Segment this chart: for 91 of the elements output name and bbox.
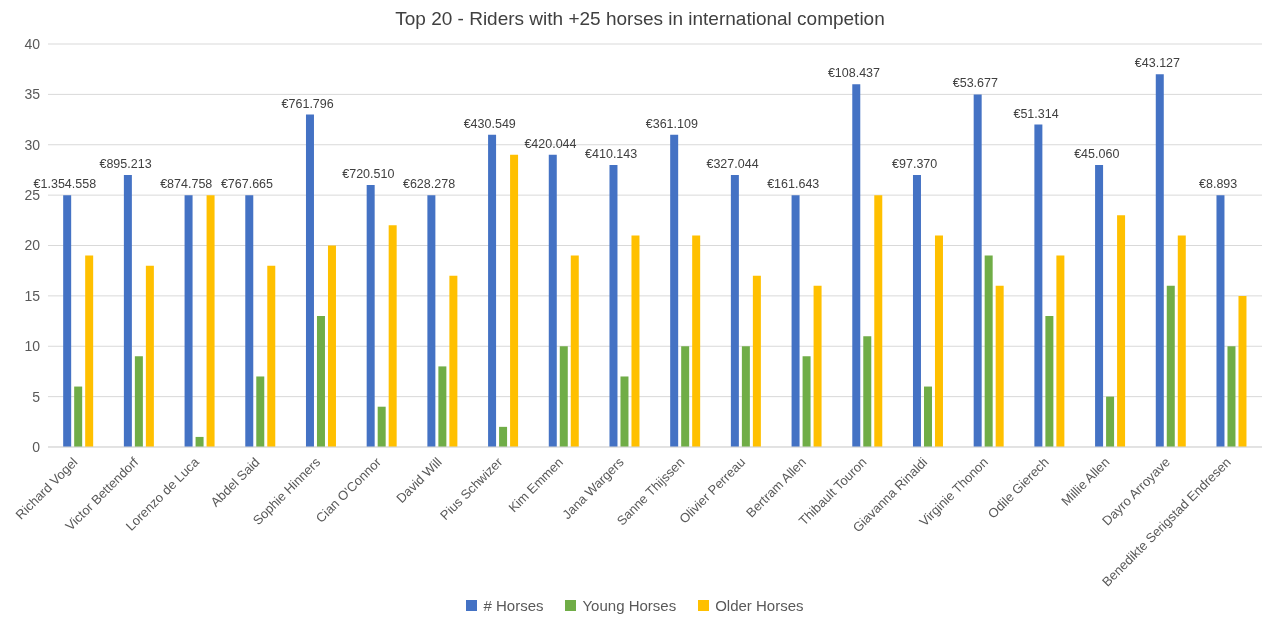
bar (570, 255, 579, 447)
bar (923, 386, 932, 447)
legend-label: # Horses (482, 597, 544, 614)
bar (984, 255, 993, 447)
bar (267, 265, 276, 447)
bar (74, 386, 83, 447)
y-tick-label: 25 (24, 187, 41, 204)
y-tick-label: 35 (24, 86, 41, 103)
annotation: €874.758 (160, 177, 213, 192)
bar (681, 346, 690, 447)
annotation: €108.437 (827, 66, 881, 81)
bar (123, 174, 132, 447)
bar (609, 164, 618, 447)
bar (973, 94, 982, 447)
annotation: €51.314 (1013, 106, 1059, 121)
bar (145, 265, 154, 447)
annotation: €720.510 (342, 167, 395, 182)
bar (912, 174, 921, 447)
annotation: €410.143 (585, 146, 638, 161)
bar (620, 376, 629, 447)
bar (692, 235, 701, 447)
annotation: €761.796 (281, 96, 334, 111)
bar (1095, 164, 1104, 447)
annotation: €8.893 (1199, 177, 1238, 192)
bar (1166, 285, 1175, 447)
annotation: €327.044 (706, 156, 759, 171)
bar (316, 316, 325, 447)
bar (1106, 396, 1115, 447)
annotation: €43.127 (1134, 56, 1181, 71)
bar (852, 84, 861, 447)
y-tick-label: 20 (24, 237, 41, 254)
bar (377, 406, 386, 447)
bar (245, 195, 254, 447)
bar (548, 154, 557, 447)
legend-label: Older Horses (714, 597, 804, 614)
annotation: €161.643 (767, 177, 820, 192)
bar (63, 195, 72, 447)
bar (1117, 215, 1126, 447)
chart-title: Top 20 - Riders with +25 horses in international competion (394, 8, 886, 30)
bar (752, 275, 761, 447)
annotation: €895.213 (99, 156, 152, 171)
y-tick-label: 15 (24, 287, 41, 304)
bar (85, 255, 94, 447)
bar (670, 134, 679, 447)
bar (366, 185, 375, 447)
bar (206, 195, 215, 447)
bar (741, 346, 750, 447)
bar (134, 356, 143, 447)
bar (388, 225, 397, 447)
y-tick-label: 10 (24, 338, 41, 355)
bar (305, 114, 314, 447)
annotation: €45.060 (1074, 146, 1120, 161)
bar (427, 195, 436, 447)
bar (791, 195, 800, 447)
bar (863, 336, 872, 447)
bar (813, 285, 822, 447)
y-tick-label: 5 (32, 388, 41, 405)
bar (327, 245, 336, 447)
bar (802, 356, 811, 447)
bar (559, 346, 568, 447)
annotation: €420.044 (524, 136, 577, 151)
annotation: €53.677 (952, 76, 998, 91)
bar (730, 174, 739, 447)
bar (184, 195, 193, 447)
bar (1238, 295, 1247, 447)
annotation: €97.370 (892, 156, 938, 171)
bar (1177, 235, 1186, 447)
annotation: €361.109 (645, 116, 698, 131)
annotation: €628.278 (402, 177, 456, 192)
bar (874, 195, 883, 447)
bar (1216, 195, 1225, 447)
bar (438, 366, 447, 447)
y-tick-label: 40 (24, 35, 41, 52)
bar (449, 275, 458, 447)
bar (1034, 124, 1043, 447)
bar (1155, 74, 1164, 447)
bar (995, 285, 1004, 447)
y-tick-label: 30 (24, 136, 41, 153)
bar (1056, 255, 1065, 447)
bar (1227, 346, 1236, 447)
bar (934, 235, 943, 447)
bar (631, 235, 640, 447)
legend-label: Young Horses (581, 597, 677, 614)
bar (256, 376, 265, 447)
annotation: €430.549 (463, 116, 516, 131)
annotation: €767.665 (220, 177, 274, 192)
bar (1045, 316, 1054, 447)
bar (510, 154, 519, 447)
bar (499, 426, 508, 447)
bar (488, 134, 497, 447)
y-tick-label: 0 (32, 438, 41, 455)
